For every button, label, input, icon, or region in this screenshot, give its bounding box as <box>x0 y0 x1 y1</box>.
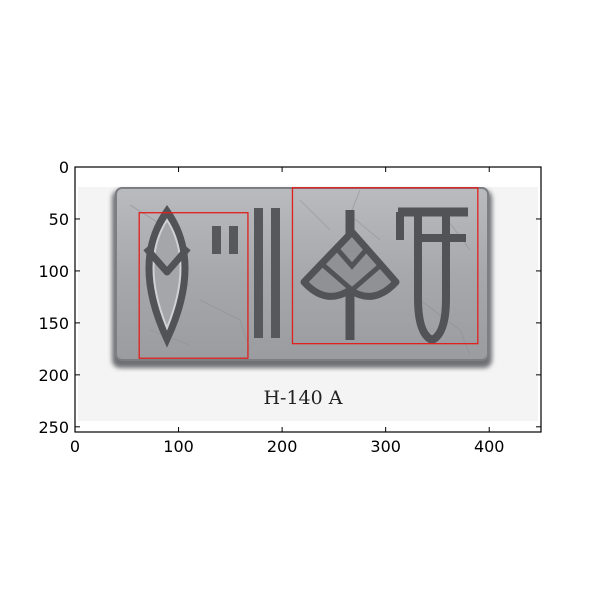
x-tick-label: 200 <box>267 437 298 456</box>
sign-long-bars <box>254 208 280 338</box>
bounding-boxes <box>138 187 479 359</box>
x-tick-label: 100 <box>163 437 194 456</box>
y-tick-label: 150 <box>38 314 69 333</box>
y-tick-label: 50 <box>49 210 69 229</box>
sign-arrow <box>300 210 400 340</box>
x-axis-ticks: 0 100 200 300 400 <box>70 167 505 456</box>
sign-jar <box>396 207 468 345</box>
sign-short-bars <box>212 226 238 254</box>
y-tick-label: 0 <box>59 158 69 177</box>
seal-image: H-140 A <box>75 167 541 432</box>
sign-oval-chevron <box>143 205 191 348</box>
x-tick-label: 0 <box>70 437 80 456</box>
y-axis-ticks: 0 50 100 150 200 250 <box>38 158 541 437</box>
box-right <box>291 187 479 345</box>
box-left <box>138 212 249 359</box>
y-tick-label: 100 <box>38 262 69 281</box>
seal-caption: H-140 A <box>263 387 342 409</box>
axes-frame <box>74 166 542 433</box>
y-tick-label: 250 <box>38 418 69 437</box>
x-tick-label: 300 <box>370 437 401 456</box>
x-tick-label: 400 <box>474 437 505 456</box>
y-tick-label: 200 <box>38 366 69 385</box>
